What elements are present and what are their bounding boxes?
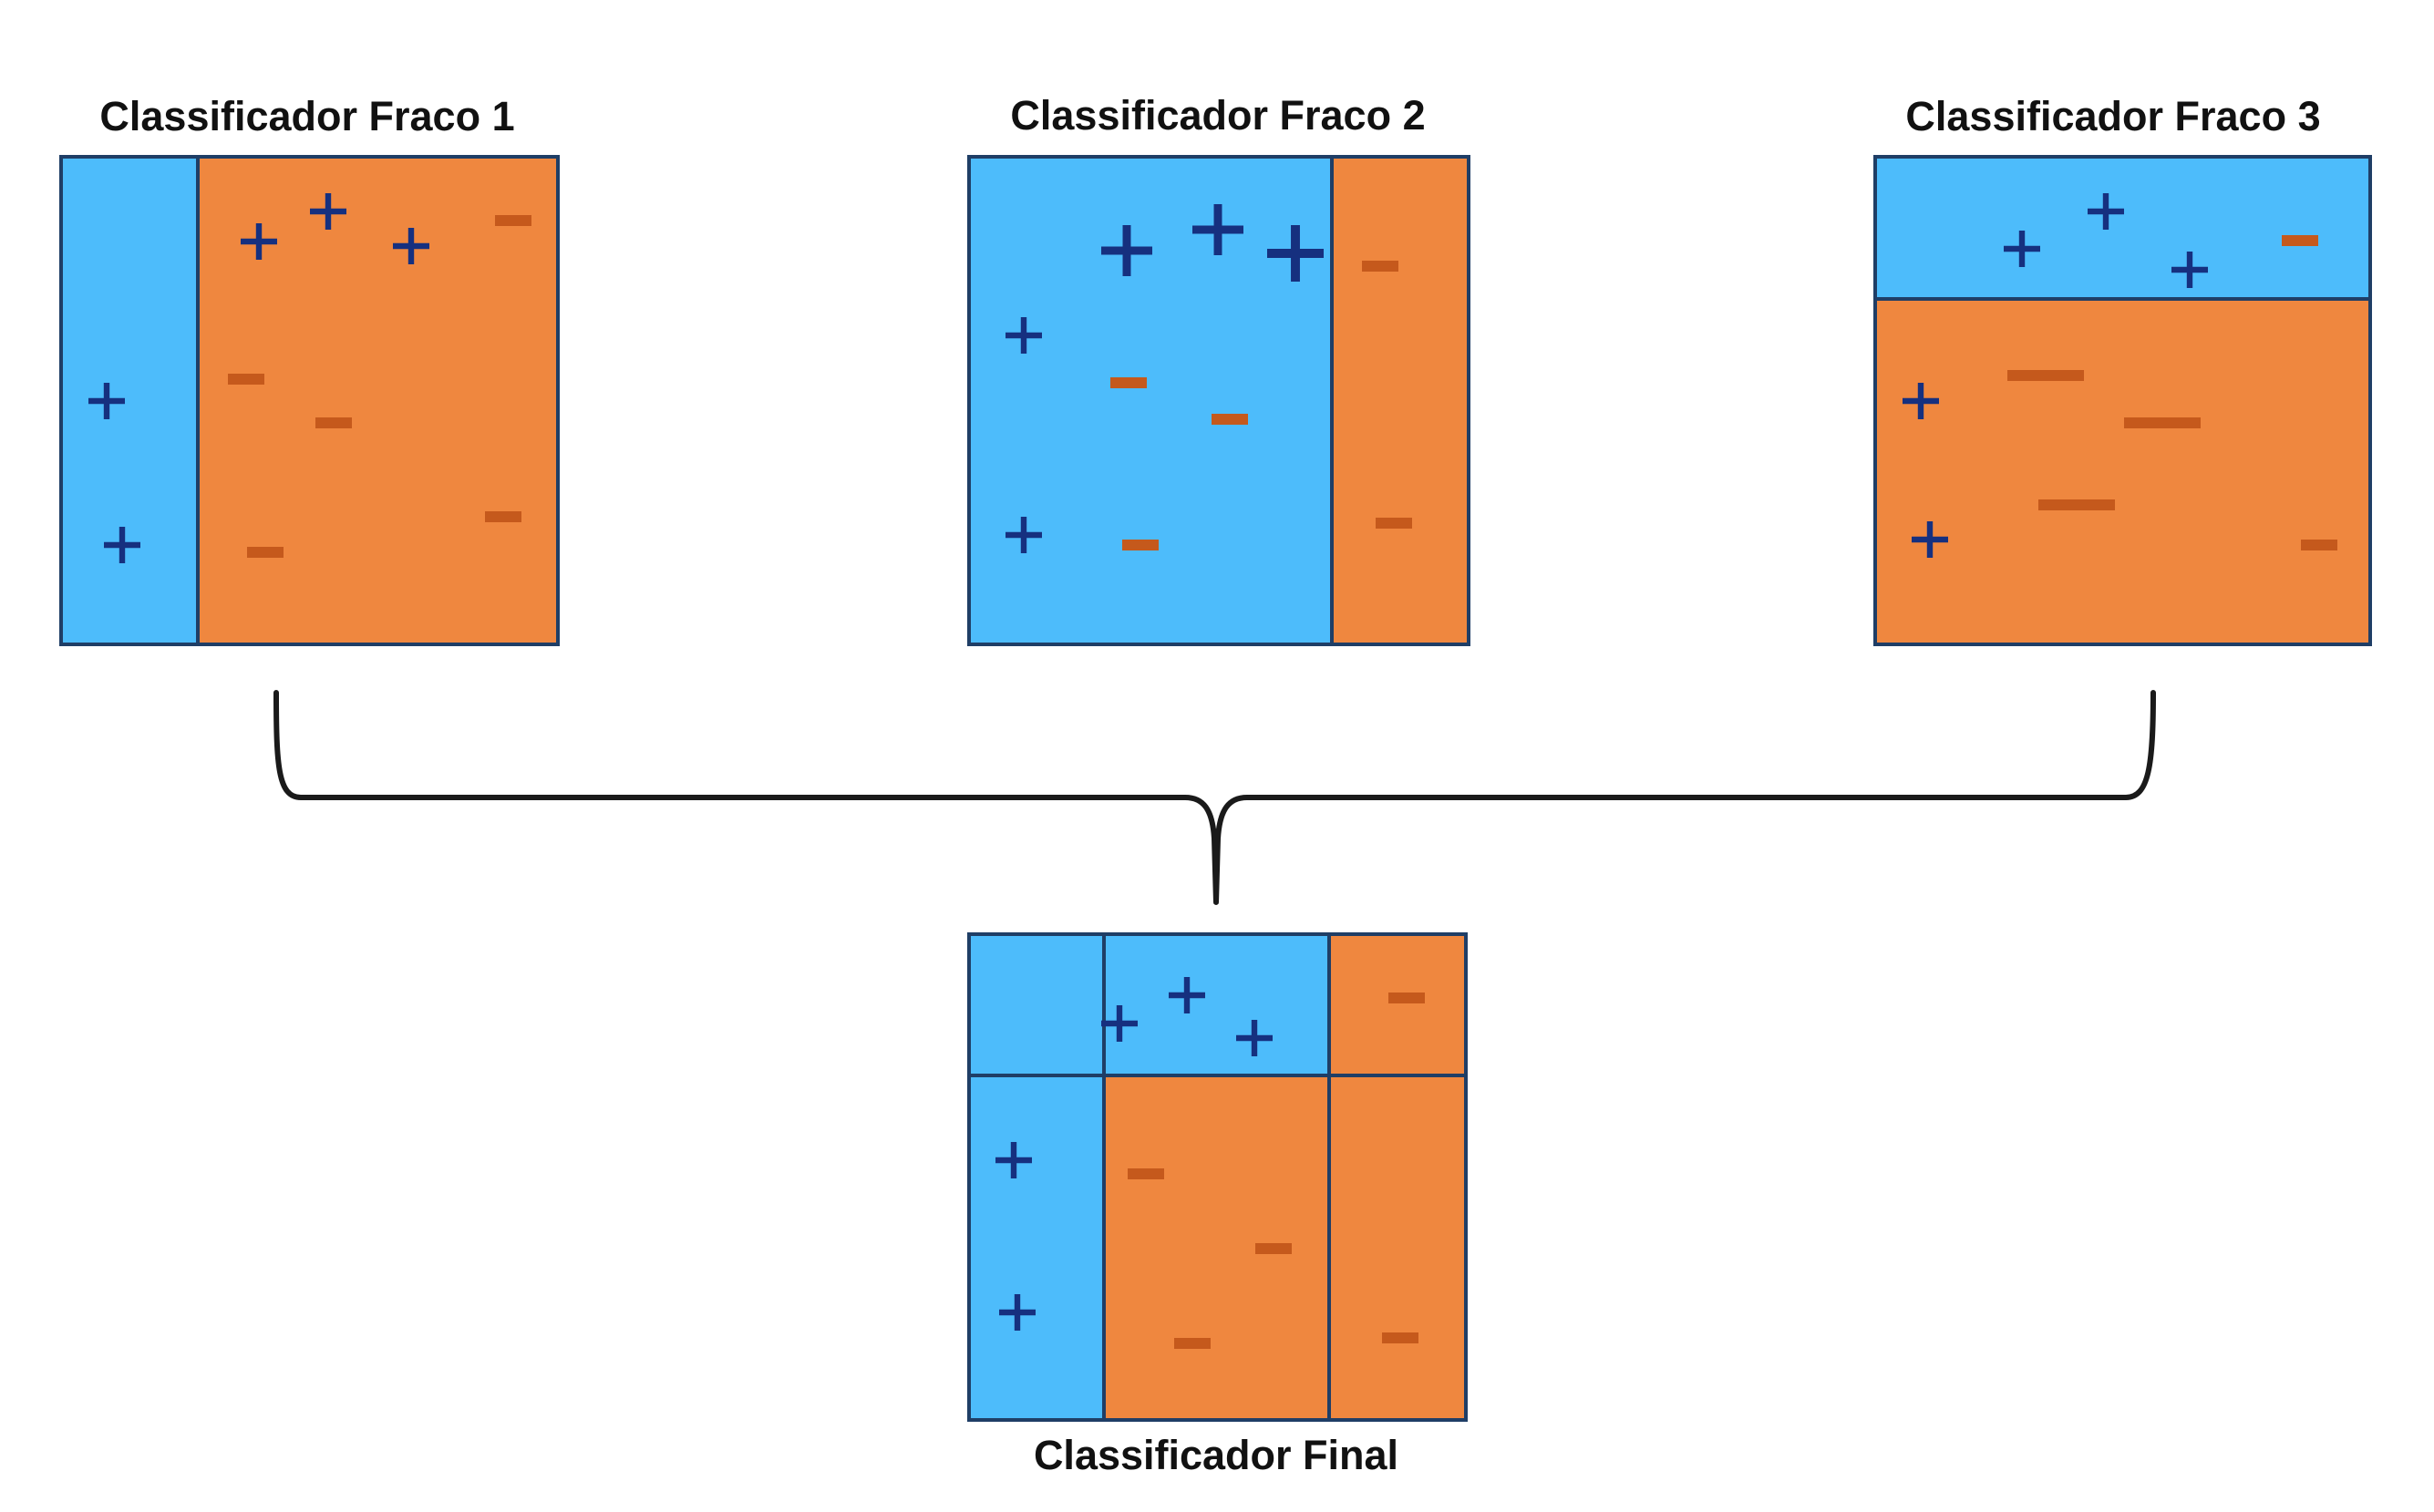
minus-mark	[1110, 377, 1147, 388]
plus-mark	[999, 1294, 1036, 1331]
minus-mark	[247, 547, 284, 558]
plus-mark	[1912, 521, 1948, 558]
classifier-frame	[967, 932, 1468, 1422]
negative-region	[1332, 157, 1469, 644]
minus-mark	[228, 374, 264, 385]
weak-classifier-1-title: Classificador Fraco 1	[99, 93, 514, 139]
negative-region	[1875, 299, 2370, 644]
final-classifier-title: Classificador Final	[1034, 1432, 1398, 1478]
minus-mark	[2282, 235, 2318, 246]
minus-mark	[2124, 417, 2201, 428]
plus-mark	[2088, 193, 2124, 230]
positive-region	[969, 157, 1332, 644]
minus-mark	[2301, 540, 2337, 550]
negative-region	[198, 157, 558, 644]
classifier-frame	[59, 155, 560, 646]
plus-mark	[1101, 1005, 1138, 1042]
data-points	[1006, 204, 1412, 553]
classifier-frame	[967, 155, 1470, 646]
plus-mark	[1101, 225, 1152, 276]
minus-mark	[315, 417, 352, 428]
plus-mark	[104, 527, 140, 563]
minus-mark	[485, 511, 521, 522]
plus-mark	[2171, 252, 2208, 288]
positive-region	[1875, 157, 2370, 299]
data-points	[88, 193, 531, 563]
minus-mark	[2038, 499, 2115, 510]
plus-mark	[393, 228, 429, 264]
minus-mark	[1128, 1168, 1164, 1179]
weak-classifier-3: Classificador Fraco 3	[1873, 93, 2372, 646]
negative-region	[1104, 1075, 1329, 1420]
minus-mark	[1388, 993, 1425, 1003]
weak-classifier-2-title: Classificador Fraco 2	[1010, 92, 1425, 139]
minus-mark	[1255, 1243, 1292, 1254]
final-classifier: Classificador Final	[967, 932, 1468, 1478]
weak-classifier-3-title: Classificador Fraco 3	[1905, 93, 2320, 139]
plus-mark	[1267, 225, 1324, 282]
minus-mark	[1212, 414, 1248, 425]
plus-mark	[1169, 977, 1205, 1013]
minus-mark	[1122, 540, 1159, 550]
positive-region	[969, 1075, 1104, 1420]
plus-mark	[1192, 204, 1243, 255]
minus-mark	[1362, 261, 1398, 272]
plus-mark	[310, 193, 346, 230]
data-points	[1903, 193, 2337, 558]
plus-mark	[1006, 517, 1042, 553]
plus-mark	[2004, 231, 2040, 267]
plus-mark	[1236, 1020, 1273, 1056]
weak-classifier-1: Classificador Fraco 1	[59, 93, 560, 646]
positive-region	[969, 934, 1104, 1075]
positive-region	[61, 157, 198, 644]
plus-mark	[1006, 317, 1042, 354]
negative-region	[1329, 1075, 1466, 1420]
plus-mark	[1903, 383, 1939, 419]
minus-mark	[495, 215, 531, 226]
classifier-frame	[1873, 155, 2372, 646]
combination-bracket	[273, 690, 2156, 905]
positive-region	[1104, 934, 1329, 1075]
plus-mark	[88, 383, 125, 419]
negative-region	[1329, 934, 1466, 1075]
plus-mark	[241, 223, 277, 260]
minus-mark	[2007, 370, 2084, 381]
minus-mark	[1382, 1332, 1418, 1343]
plus-mark	[995, 1142, 1032, 1178]
minus-mark	[1376, 518, 1412, 529]
minus-mark	[1174, 1338, 1211, 1349]
data-points	[995, 977, 1425, 1349]
weak-classifier-2: Classificador Fraco 2	[967, 92, 1470, 646]
